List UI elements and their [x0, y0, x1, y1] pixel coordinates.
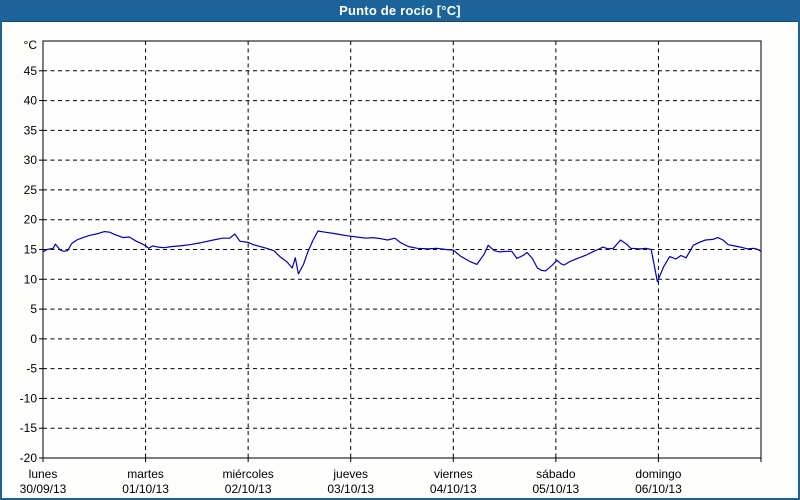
x-day-label: viernes [434, 467, 473, 481]
y-axis-unit-label: °C [24, 38, 38, 52]
x-day-label: miércoles [222, 467, 273, 481]
y-tick-label: 45 [24, 64, 38, 78]
chart-title: Punto de rocío [°C] [339, 3, 461, 18]
x-date-label: 03/10/13 [327, 482, 374, 496]
x-date-label: 01/10/13 [122, 482, 169, 496]
plot-area [42, 40, 762, 459]
y-tick-label: 40 [24, 94, 38, 108]
x-day-label: martes [127, 467, 164, 481]
dew-point-line [42, 230, 762, 283]
x-date-label: 04/10/13 [430, 482, 477, 496]
y-tick-label: 30 [24, 153, 38, 167]
y-tick-label: 10 [24, 272, 38, 286]
y-tick-label: -5 [26, 362, 37, 376]
x-date-label: 02/10/13 [225, 482, 272, 496]
x-date-label: 06/10/13 [635, 482, 682, 496]
chart-title-bar: Punto de rocío [°C] [0, 0, 800, 22]
y-tick-label: -20 [20, 451, 38, 465]
y-tick-label: 15 [24, 243, 38, 257]
y-tick-label: 5 [30, 302, 37, 316]
y-tick-label: 25 [24, 183, 38, 197]
y-tick-label: 20 [24, 213, 38, 227]
x-day-label: lunes [29, 467, 58, 481]
y-tick-label: 35 [24, 123, 38, 137]
x-date-label: 05/10/13 [532, 482, 579, 496]
y-tick-label: -10 [20, 391, 38, 405]
x-date-label: 30/09/13 [20, 482, 67, 496]
y-tick-label: 0 [30, 332, 37, 346]
x-day-label: sábado [536, 467, 576, 481]
y-tick-label: -15 [20, 421, 38, 435]
x-day-label: domingo [635, 467, 681, 481]
x-day-label: jueves [332, 467, 368, 481]
